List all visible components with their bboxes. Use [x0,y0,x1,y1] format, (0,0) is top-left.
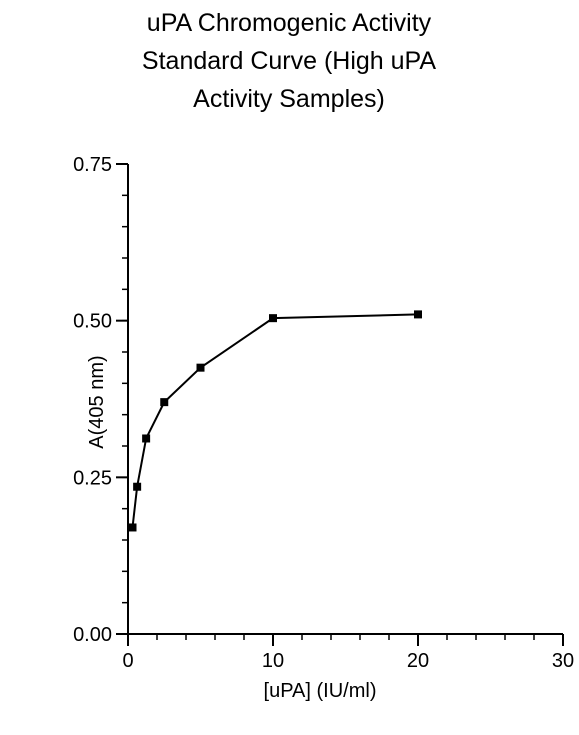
axes: 0 10 20 30 0.00 0.25 0.50 0.75 [73,154,574,672]
x-tick-label: 20 [407,650,429,672]
x-tick-label: 30 [552,650,574,672]
data-point [133,482,142,491]
chart-title-line-1: uPA Chromogenic Activity [146,9,432,37]
chart-title-line-2: Standard Curve (High uPA [141,47,437,75]
series-line [131,313,419,528]
x-tick-label: 0 [122,650,133,672]
x-axis-label: [uPA] (IU/ml) [263,680,377,702]
data-point [196,363,205,372]
data-series [128,310,422,532]
data-point [160,398,169,407]
data-point [269,314,277,323]
y-tick-label: 0.25 [73,467,112,489]
data-point [414,310,422,319]
data-point [142,434,151,443]
y-tick-label: 0.00 [73,624,112,646]
y-axis-label: A(405 nm) [86,355,108,449]
y-tick-label: 0.50 [73,311,112,333]
data-point [128,523,137,532]
y-tick-label: 0.75 [73,154,112,176]
chart-title-line-3: Activity Samples) [193,85,385,113]
x-tick-label: 10 [262,650,284,672]
chart-title: uPA Chromogenic Activity Standard Curve … [80,4,498,118]
